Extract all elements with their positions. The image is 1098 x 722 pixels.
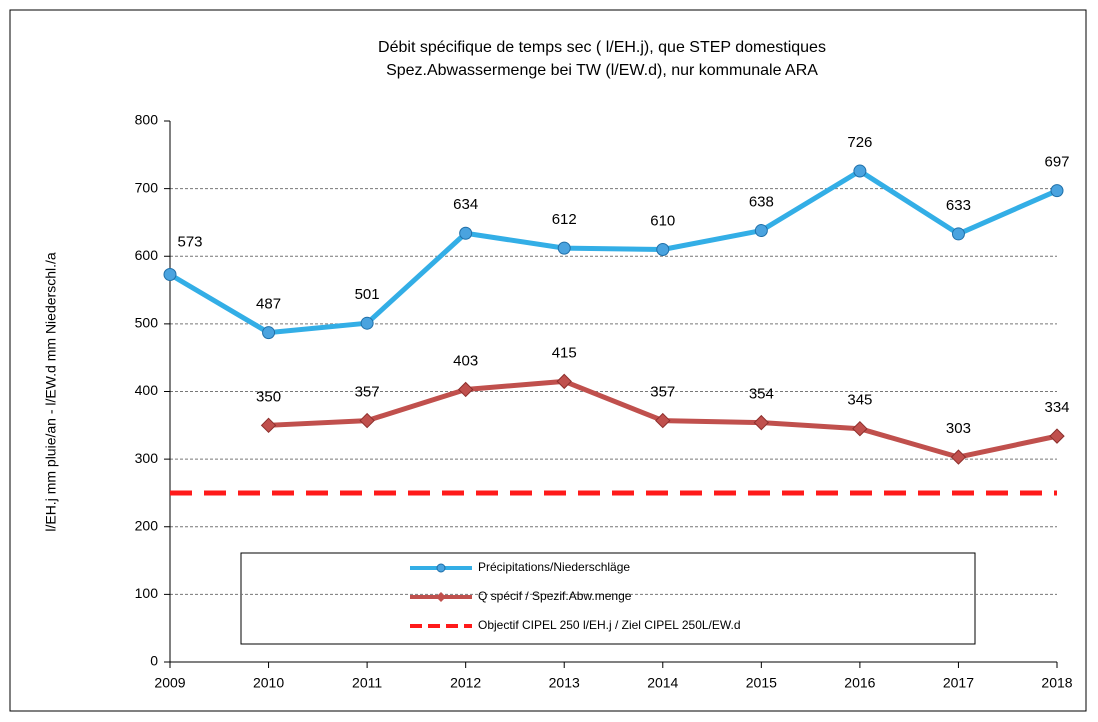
point [754,224,768,238]
data-label: 345 [847,392,872,409]
y-axis-label: l/EH.j mm pluie/an - l/EW.d mm Niedersch… [43,252,59,532]
point [359,412,375,429]
y-tick-label: 100 [135,585,159,601]
y-tick-label: 0 [150,653,158,669]
data-label: 354 [749,386,774,403]
point [852,420,868,437]
data-label: 610 [650,212,675,229]
x-tick-label: 2010 [253,675,284,691]
y-tick-label: 800 [135,112,159,128]
y-tick-label: 600 [135,247,159,263]
y-tick-label: 300 [135,450,159,466]
data-label: 350 [256,388,281,405]
legend-marker [436,592,446,602]
point [457,381,474,398]
data-label: 697 [1044,154,1069,171]
legend-marker [436,563,446,573]
data-label: 357 [650,384,675,401]
point [1049,428,1065,444]
x-tick-label: 2011 [352,675,382,691]
x-tick-label: 2013 [549,675,580,691]
point [556,373,572,390]
point [163,268,177,282]
point [753,414,770,431]
legend-label: Précipitations/Niederschläge [478,560,630,574]
chart-title: Débit spécifique de temps sec ( l/EH.j),… [378,39,826,56]
point [557,241,571,255]
x-tick-label: 2016 [844,675,875,691]
x-tick-label: 2014 [647,675,678,691]
point [262,326,276,340]
data-label: 303 [946,420,971,437]
data-label: 403 [453,352,478,369]
point [656,242,670,256]
data-label: 487 [256,296,281,313]
data-label: 634 [453,196,478,213]
data-label: 415 [552,344,577,361]
data-label: 501 [355,286,380,303]
point [853,164,867,178]
data-label: 638 [749,194,774,211]
y-tick-label: 500 [135,315,159,331]
data-label: 334 [1044,399,1069,416]
x-tick-label: 2017 [943,675,974,691]
point [951,227,965,241]
point [1050,184,1064,198]
point [260,417,277,434]
x-tick-label: 2009 [154,675,185,691]
data-label: 726 [847,134,872,151]
legend-box [240,552,976,645]
point [950,449,967,465]
x-tick-label: 2018 [1041,675,1072,691]
point [360,316,374,330]
data-label: 633 [946,197,971,214]
y-tick-label: 700 [135,179,159,195]
legend-label: Objectif CIPEL 250 l/EH.j / Ziel CIPEL 2… [478,618,741,632]
legend-label: Q spécif / Spezif.Abw.menge [478,589,632,603]
y-tick-label: 200 [135,517,159,533]
y-tick-label: 400 [135,382,159,398]
point [655,412,671,429]
data-label: 357 [355,384,380,401]
point [459,226,473,240]
data-label: 573 [177,233,202,250]
x-tick-label: 2012 [450,675,481,691]
data-label: 612 [552,211,577,228]
x-tick-label: 2015 [746,675,777,691]
series-line [168,168,1059,336]
chart-subtitle: Spez.Abwassermenge bei TW (l/EW.d), nur … [386,62,818,79]
